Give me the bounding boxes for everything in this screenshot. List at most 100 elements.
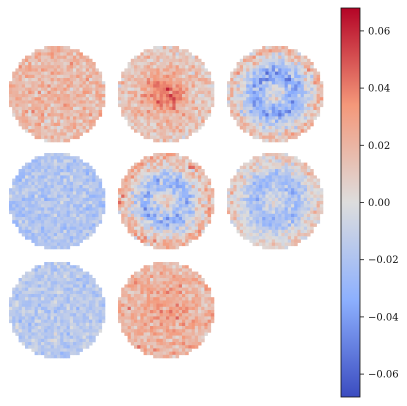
heatmap-cell	[175, 135, 180, 140]
heatmap-cell	[34, 332, 39, 336]
heatmap-cell	[130, 116, 135, 120]
heatmap-cell	[37, 97, 42, 101]
heatmap-cell	[28, 191, 32, 195]
heatmap-cell	[89, 106, 93, 111]
heatmap-cell	[249, 78, 253, 82]
heatmap-cell	[57, 52, 61, 56]
heatmap-cell	[319, 188, 324, 192]
heatmap-cell	[85, 113, 90, 117]
heatmap-cell	[63, 81, 67, 85]
heatmap-cell	[188, 210, 192, 215]
heatmap-cell	[278, 239, 282, 243]
heatmap-cell	[89, 194, 93, 199]
heatmap-cell	[243, 84, 247, 88]
heatmap-cell	[140, 110, 144, 114]
heatmap-cell	[150, 71, 154, 76]
heatmap-cell	[47, 169, 51, 173]
heatmap-cell	[63, 175, 67, 179]
heatmap-cell	[255, 106, 260, 111]
heatmap-cell	[259, 188, 263, 192]
heatmap-cell	[37, 204, 42, 208]
heatmap-cell	[249, 103, 253, 108]
heatmap-cell	[69, 178, 74, 183]
heatmap-cell	[275, 194, 279, 199]
heatmap-cell	[201, 181, 205, 186]
heatmap-cell	[169, 90, 173, 95]
heatmap-cell	[41, 268, 45, 272]
heatmap-cell	[69, 332, 74, 336]
heatmap-cell	[140, 165, 144, 170]
heatmap-cell	[303, 236, 308, 240]
heatmap-cell	[182, 116, 186, 120]
heatmap-cell	[9, 306, 13, 311]
heatmap-cell	[210, 100, 215, 104]
heatmap-cell	[246, 122, 250, 127]
heatmap-cell	[9, 94, 13, 98]
heatmap-cell	[89, 313, 93, 317]
heatmap-cell	[271, 97, 276, 101]
heatmap-cell	[60, 181, 64, 186]
heatmap-cell	[85, 181, 90, 186]
heatmap-cell	[63, 191, 67, 195]
heatmap-cell	[162, 138, 167, 143]
heatmap-cell	[201, 119, 205, 124]
heatmap-cell	[275, 165, 279, 170]
heatmap-cell	[255, 84, 260, 88]
heatmap-cell	[44, 326, 48, 330]
heatmap-cell	[124, 78, 128, 82]
heatmap-cell	[15, 210, 19, 215]
heatmap-cell	[82, 55, 87, 60]
heatmap-cell	[156, 65, 160, 69]
heatmap-cell	[198, 185, 202, 189]
heatmap-cell	[204, 94, 208, 98]
heatmap-cell	[60, 233, 64, 237]
heatmap-cell	[95, 116, 99, 120]
heatmap-cell	[239, 181, 244, 186]
heatmap-cell	[34, 297, 39, 301]
heatmap-cell	[291, 194, 295, 199]
heatmap-cell	[169, 178, 173, 183]
heatmap-cell	[28, 116, 32, 120]
heatmap-cell	[143, 49, 148, 53]
heatmap-cell	[182, 90, 186, 95]
heatmap-cell	[34, 213, 39, 218]
heatmap-cell	[275, 162, 279, 167]
heatmap-cell	[268, 188, 273, 192]
heatmap-cell	[246, 110, 250, 114]
heatmap-cell	[259, 84, 263, 88]
heatmap-cell	[175, 68, 180, 72]
heatmap-cell	[169, 159, 173, 163]
heatmap-cell	[85, 233, 90, 237]
heatmap-cell	[146, 81, 151, 85]
heatmap-cell	[201, 100, 205, 104]
heatmap-cell	[92, 290, 96, 295]
heatmap-cell	[169, 185, 173, 189]
heatmap-cell	[150, 188, 154, 192]
heatmap-cell	[249, 71, 253, 76]
heatmap-cell	[178, 129, 183, 133]
heatmap-cell	[53, 265, 58, 269]
heatmap-cell	[172, 245, 176, 250]
heatmap-cell	[287, 97, 292, 101]
heatmap-cell	[262, 239, 266, 243]
heatmap-cell	[66, 169, 71, 173]
heatmap-cell	[284, 245, 289, 250]
heatmap-cell	[156, 233, 160, 237]
heatmap-cell	[89, 90, 93, 95]
heatmap-cell	[182, 103, 186, 108]
heatmap-cell	[316, 197, 321, 202]
heatmap-cell	[28, 322, 32, 327]
heatmap-cell	[255, 213, 260, 218]
heatmap-cell	[69, 335, 74, 340]
heatmap-cell	[287, 197, 292, 202]
heatmap-cell	[159, 207, 164, 211]
heatmap-cell	[262, 87, 266, 92]
heatmap-cell	[278, 204, 282, 208]
heatmap-cell	[191, 58, 196, 63]
heatmap-cell	[297, 106, 301, 111]
heatmap-cell	[79, 55, 83, 60]
heatmap-cell	[198, 65, 202, 69]
heatmap-cell	[172, 181, 176, 186]
heatmap-cell	[57, 310, 61, 314]
heatmap-cell	[294, 194, 298, 199]
